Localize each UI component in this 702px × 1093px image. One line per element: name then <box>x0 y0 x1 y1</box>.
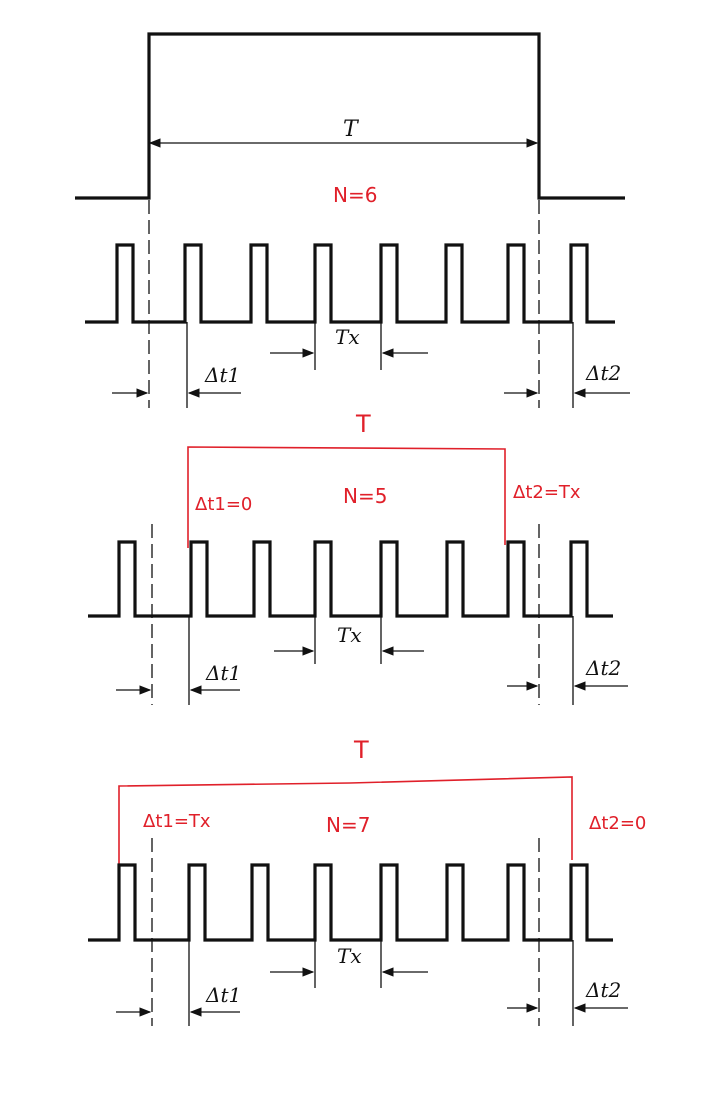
window-label: T <box>355 410 371 438</box>
count-label: N=5 <box>343 484 387 508</box>
dt2-label: Δt2 <box>585 361 621 385</box>
window-bracket <box>187 446 506 548</box>
panel-1: T N=6 Tx Δt1 Δt2 <box>75 32 630 408</box>
dt1-label: Δt1 <box>205 983 241 1007</box>
count-label: N=6 <box>333 183 377 207</box>
dt1-label: Δt1 <box>205 661 241 685</box>
window-label: T <box>343 117 360 142</box>
dt1-note: Δt1=Tx <box>143 811 211 832</box>
dt2-note: Δt2=Tx <box>513 482 581 503</box>
dt2-label: Δt2 <box>585 656 621 680</box>
panel-3: T Δt1=Tx N=7 Δt2=0 Tx Δt1 Δt2 <box>88 736 646 1026</box>
tx-label: Tx <box>337 623 362 647</box>
count-label: N=7 <box>326 813 370 837</box>
dt2-note: Δt2=0 <box>589 813 646 834</box>
pulse-train <box>88 863 613 942</box>
panel-2: T Δt1=0 N=5 Δt2=Tx Tx Δt1 Δt2 <box>88 410 628 705</box>
window-label: T <box>353 736 369 764</box>
dt1-note: Δt1=0 <box>195 494 252 515</box>
tx-label: Tx <box>335 325 360 349</box>
window-bracket <box>118 776 573 868</box>
pulse-train <box>88 540 613 618</box>
dt1-label: Δt1 <box>204 363 240 387</box>
gate-pulse <box>75 32 625 200</box>
tx-label: Tx <box>337 944 362 968</box>
pulse-train <box>85 243 615 324</box>
dt2-label: Δt2 <box>585 978 621 1002</box>
